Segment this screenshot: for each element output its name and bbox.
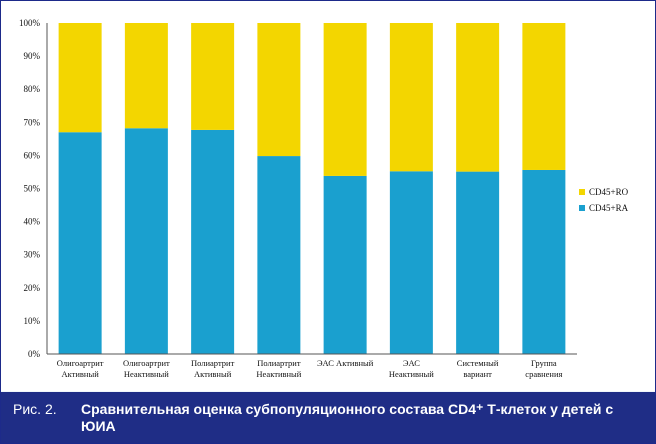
bar-cd45-ro xyxy=(257,23,301,157)
x-tick-label: ЭАС xyxy=(403,358,420,368)
y-tick-label: 10% xyxy=(24,316,41,326)
bar-cd45-ra xyxy=(191,129,235,354)
bar-cd45-ro xyxy=(389,23,433,172)
x-tick-label: Олигоартрит xyxy=(57,358,104,368)
legend-label-ro: CD45+RO xyxy=(589,187,629,197)
x-tick-label: Неактивный xyxy=(124,369,169,379)
y-tick-label: 50% xyxy=(24,184,41,194)
bar-cd45-ra xyxy=(58,132,102,354)
y-tick-label: 0% xyxy=(28,349,41,359)
x-tick-label: Полиартрит xyxy=(191,358,235,368)
y-tick-label: 60% xyxy=(24,150,41,160)
x-tick-label: Активный xyxy=(62,369,100,379)
x-tick-label: Олигоартрит xyxy=(123,358,170,368)
x-tick-label: Полиартрит xyxy=(257,358,301,368)
bar-cd45-ra xyxy=(323,175,367,354)
x-tick-label: Неактивный xyxy=(256,369,301,379)
bar-cd45-ra xyxy=(522,169,566,354)
bar-cd45-ro xyxy=(456,23,500,172)
x-tick-label: вариант xyxy=(463,369,492,379)
x-tick-label: Неактивный xyxy=(389,369,434,379)
figure-caption: Рис. 2. Сравнительная оценка субпопуляци… xyxy=(1,392,655,443)
x-tick-label: ЭАС Активный xyxy=(317,358,374,368)
legend-swatch-ro xyxy=(579,189,585,195)
stacked-bar-chart: 0% 10% 20% 30% 40% 50% 60% 70% 80% 90% 100% Олигоар… xyxy=(19,18,577,379)
y-tick-label: 100% xyxy=(19,18,41,28)
caption-text: Сравнительная оценка субпопуляционного с… xyxy=(81,401,614,434)
bar-cd45-ra xyxy=(456,171,500,354)
legend: CD45+RO CD45+RA xyxy=(579,184,628,216)
legend-swatch-ra xyxy=(579,205,585,211)
y-tick-label: 90% xyxy=(24,51,41,61)
x-tick-label: Группа xyxy=(531,358,557,368)
legend-item-ra: CD45+RA xyxy=(579,200,628,216)
bar-cd45-ra xyxy=(124,128,168,354)
legend-label-ra: CD45+RA xyxy=(589,203,629,213)
y-tick-label: 80% xyxy=(24,84,41,94)
plot-area: 0% 10% 20% 30% 40% 50% 60% 70% 80% 90% 100% Олигоар… xyxy=(1,1,655,391)
y-tick-label: 70% xyxy=(24,117,41,127)
bar-cd45-ra xyxy=(257,156,301,354)
bar-cd45-ro xyxy=(124,23,168,129)
x-tick-label: сравнения xyxy=(525,369,562,379)
caption-prefix: Рис. 2. xyxy=(13,401,57,417)
x-tick-label: Системный xyxy=(457,358,499,368)
bar-cd45-ro xyxy=(58,23,102,133)
x-tick-label: Активный xyxy=(194,369,232,379)
bar-cd45-ra xyxy=(389,171,433,354)
bar-cd45-ro xyxy=(191,23,235,130)
y-tick-label: 30% xyxy=(24,250,41,260)
y-tick-label: 20% xyxy=(24,283,41,293)
bar-cd45-ro xyxy=(323,23,367,176)
legend-item-ro: CD45+RO xyxy=(579,184,628,200)
bar-cd45-ro xyxy=(522,23,566,170)
y-tick-label: 40% xyxy=(24,217,41,227)
